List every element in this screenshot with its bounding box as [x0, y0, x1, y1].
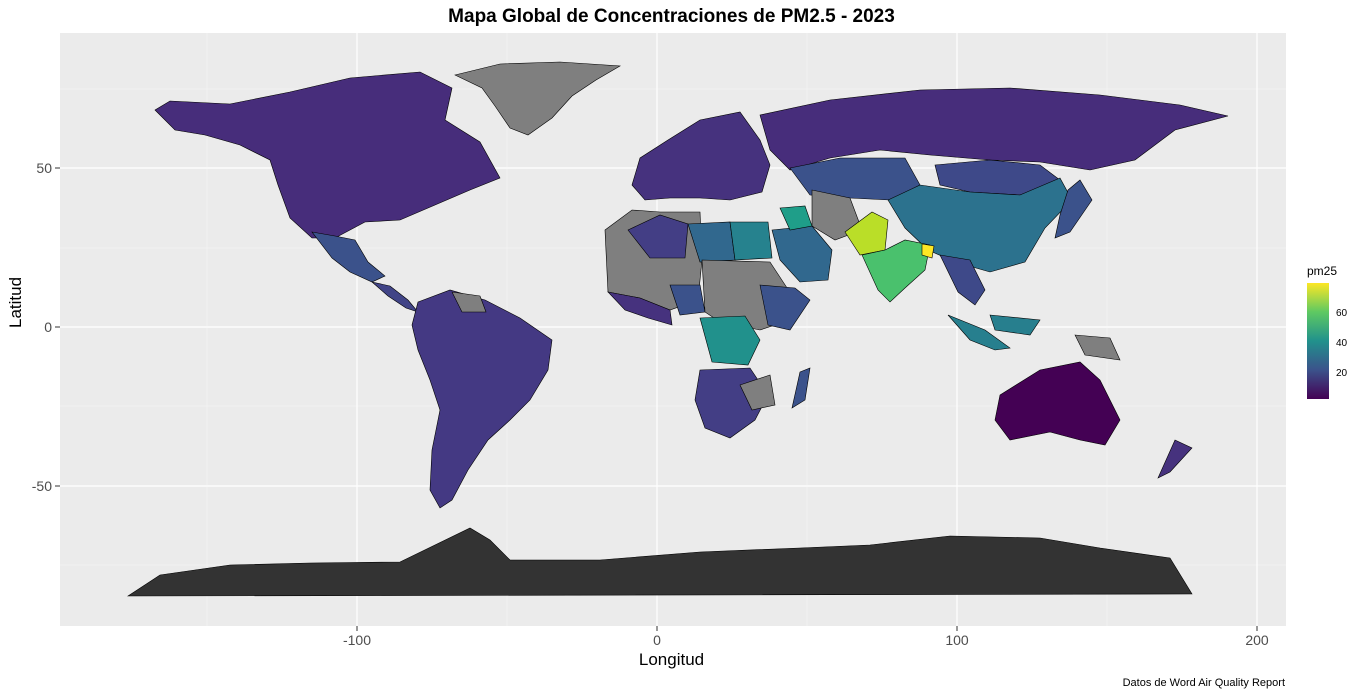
countries [126, 61, 1229, 597]
y-tick-label: 0 [44, 319, 52, 335]
country-madagascar [791, 367, 811, 409]
country-pakistan [844, 211, 889, 256]
country-south-america [411, 289, 553, 509]
country-europe [631, 111, 771, 201]
x-axis-ticks [356, 626, 1258, 631]
x-tick-label: 0 [653, 632, 661, 648]
country-guyana-region [451, 291, 487, 313]
x-axis-label: Longitud [638, 650, 705, 669]
country-bangladesh [921, 243, 935, 259]
country-drc [699, 315, 761, 366]
x-tick-label: 200 [1245, 632, 1269, 648]
legend-tick-label: 60 [1336, 308, 1348, 319]
country-east-africa [759, 284, 811, 331]
country-north-america [154, 71, 501, 239]
x-tick-label: 100 [945, 632, 969, 648]
chart-title: Mapa Global de Concentraciones de PM2.5 … [448, 6, 895, 27]
country-papua [1074, 334, 1121, 361]
country-indonesia [947, 314, 1041, 351]
country-greenland [454, 61, 621, 136]
y-tick-label: 50 [36, 160, 52, 176]
y-tick-label: -50 [31, 478, 52, 494]
country-west-africa [607, 291, 673, 326]
legend-colorbar [1307, 283, 1329, 399]
country-mexico [311, 231, 386, 283]
legend-title: pm25 [1307, 264, 1338, 278]
x-tick-label: -100 [342, 632, 372, 648]
country-india [861, 239, 931, 303]
country-central-asia [789, 157, 921, 201]
caption: Datos de Word Air Quality Report [1122, 677, 1285, 689]
country-australia [994, 361, 1121, 446]
country-iraq [779, 205, 813, 231]
country-algeria [627, 214, 689, 259]
country-egypt [729, 221, 773, 261]
country-russia [759, 87, 1229, 171]
y-axis-ticks [55, 167, 60, 487]
legend-tick-label: 40 [1336, 338, 1348, 349]
country-antarctica [126, 527, 1193, 597]
legend-tick-label: 20 [1336, 368, 1348, 379]
country-new-zealand [1157, 439, 1193, 479]
country-japan [1054, 179, 1093, 239]
country-angola-na [739, 374, 776, 411]
country-southeast-asia [939, 254, 986, 306]
